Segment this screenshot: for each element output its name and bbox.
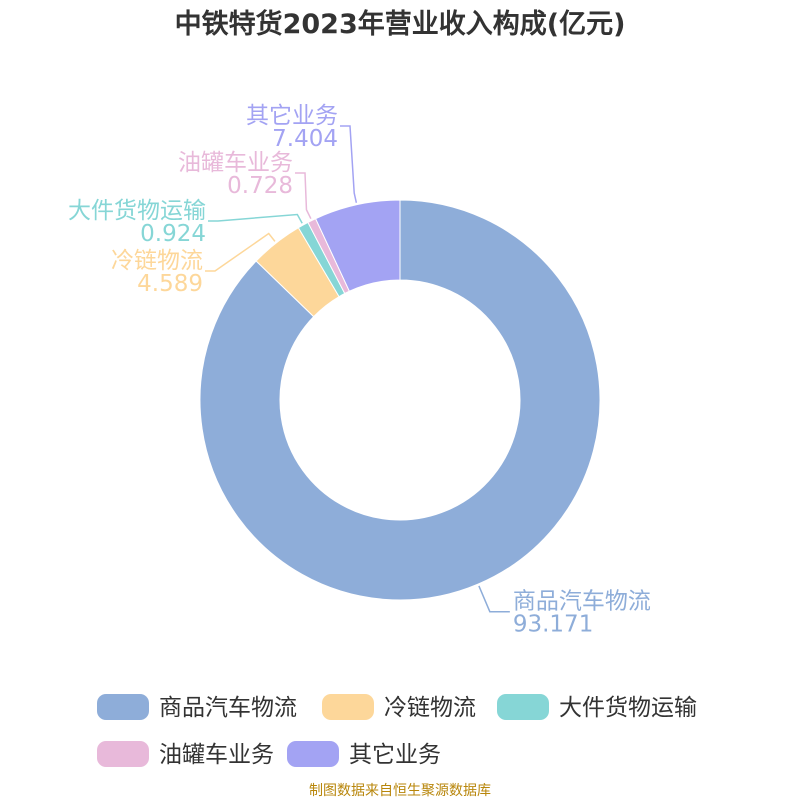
legend-item[interactable]: 油罐车业务 — [97, 741, 274, 768]
legend-label: 商品汽车物流 — [159, 695, 297, 721]
legend-item[interactable]: 商品汽车物流 — [97, 694, 297, 721]
legend-item[interactable]: 其它业务 — [287, 741, 441, 768]
chart-title: 中铁特货2023年营业收入构成(亿元) — [175, 8, 626, 40]
slice-1 — [199, 199, 601, 601]
label-line — [208, 213, 303, 224]
label-line — [205, 232, 276, 272]
label-line — [478, 585, 510, 613]
slice-label-value: 0.728 — [227, 173, 293, 199]
label-line — [295, 172, 312, 220]
donut-slices — [199, 199, 601, 601]
legend-label: 冷链物流 — [384, 695, 476, 721]
legend-item[interactable]: 冷链物流 — [322, 694, 476, 721]
slice-label-value: 0.924 — [140, 221, 206, 247]
slice-5 — [314, 199, 401, 292]
slice-label-value: 7.404 — [272, 126, 338, 152]
slice-label-name: 大件货物运输 — [68, 198, 206, 224]
slice-label-name: 商品汽车物流 — [513, 589, 651, 615]
legend-label: 油罐车业务 — [159, 742, 274, 768]
legend-swatch — [497, 694, 549, 720]
slice-label-name: 油罐车业务 — [178, 150, 293, 176]
slice-label-value: 93.171 — [513, 612, 593, 638]
legend-swatch — [287, 741, 339, 767]
slice-label-name: 其它业务 — [246, 103, 338, 129]
legend-swatch — [97, 694, 149, 720]
source-note: 制图数据来自恒生聚源数据库 — [309, 783, 491, 799]
legend-label: 大件货物运输 — [559, 695, 697, 721]
legend-item[interactable]: 大件货物运输 — [497, 694, 697, 721]
slice-label-value: 4.589 — [137, 271, 203, 297]
slice-label-name: 冷链物流 — [111, 248, 203, 274]
label-line — [340, 125, 358, 203]
legend-label: 其它业务 — [349, 742, 441, 768]
legend-swatch — [322, 694, 374, 720]
legend-swatch — [97, 741, 149, 767]
